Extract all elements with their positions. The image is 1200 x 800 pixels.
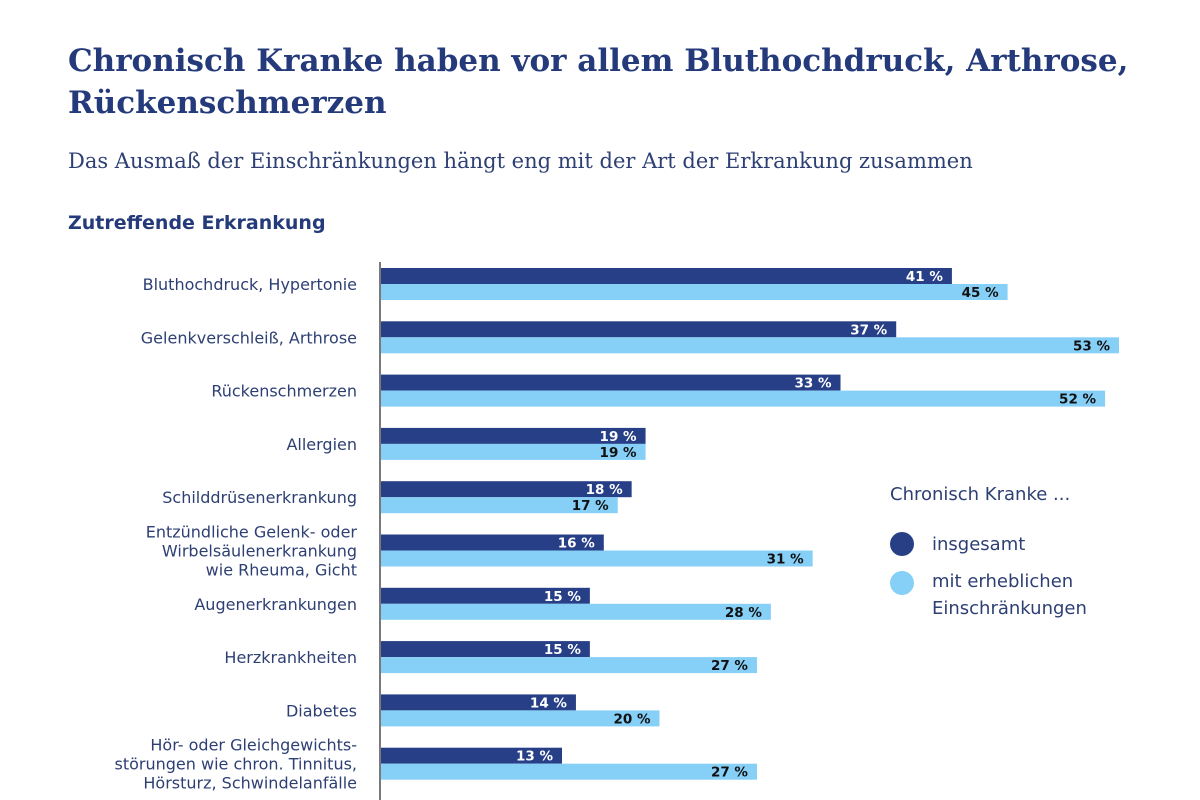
- bar-erheblich: [381, 284, 1008, 300]
- bar-insgesamt: [381, 321, 897, 338]
- category-label: Herzkrankheiten: [224, 648, 357, 667]
- category-label: Rückenschmerzen: [211, 382, 357, 401]
- bar-erheblich: [381, 337, 1119, 354]
- data-label-insgesamt: 13 %: [516, 749, 553, 765]
- data-label-insgesamt: 41 %: [906, 269, 943, 285]
- data-label-erheblich: 45 %: [962, 285, 999, 301]
- category-label: wie Rheuma, Gicht: [206, 561, 357, 580]
- category-axis-label: Zutreffende Erkrankung: [68, 212, 326, 234]
- category-label: Entzündliche Gelenk- oder: [146, 523, 358, 542]
- bar-erheblich: [381, 763, 757, 780]
- category-label: Bluthochdruck, Hypertonie: [143, 275, 357, 294]
- bar-insgesamt: [381, 641, 590, 658]
- category-label: Gelenkverschleiß, Arthrose: [141, 328, 357, 347]
- category-label: Wirbelsäulenerkrankung: [162, 542, 357, 561]
- legend-title: Chronisch Kranke ...: [890, 484, 1071, 505]
- legend-label-insgesamt: insgesamt: [932, 534, 1026, 555]
- bar-erheblich: [381, 710, 660, 727]
- category-label: Allergien: [286, 435, 357, 454]
- bar-erheblich: [381, 603, 771, 620]
- data-label-insgesamt: 15 %: [544, 589, 581, 605]
- category-label: Augenerkrankungen: [194, 595, 357, 614]
- bar-erheblich: [381, 443, 646, 460]
- data-label-erheblich: 19 %: [600, 445, 637, 461]
- bar-insgesamt: [381, 374, 841, 391]
- category-label: Diabetes: [286, 701, 357, 720]
- bar-insgesamt: [381, 587, 590, 604]
- bar-insgesamt: [381, 268, 952, 284]
- data-label-insgesamt: 19 %: [600, 429, 637, 445]
- data-label-erheblich: 31 %: [767, 552, 804, 568]
- data-label-insgesamt: 37 %: [850, 322, 887, 338]
- data-label-erheblich: 27 %: [711, 765, 748, 781]
- chart-subtitle: Das Ausmaß der Einschränkungen hängt eng…: [68, 149, 973, 173]
- legend-swatch-light: [890, 571, 914, 595]
- bar-erheblich: [381, 550, 813, 567]
- data-label-insgesamt: 18 %: [586, 482, 623, 498]
- bar-erheblich: [381, 657, 757, 674]
- data-label-erheblich: 52 %: [1059, 392, 1096, 408]
- data-label-insgesamt: 15 %: [544, 642, 581, 658]
- data-label-insgesamt: 14 %: [530, 695, 567, 711]
- data-label-erheblich: 53 %: [1073, 338, 1110, 354]
- bar-insgesamt: [381, 694, 576, 711]
- bar-erheblich: [381, 497, 618, 514]
- category-label: Hör- oder Gleichgewichts-: [150, 736, 357, 755]
- bar-insgesamt: [381, 747, 563, 764]
- legend-swatch-dark: [890, 532, 914, 556]
- data-label-erheblich: 28 %: [725, 605, 762, 621]
- category-label: Hörsturz, Schwindelanfälle: [143, 774, 357, 793]
- category-label: Schilddrüsenerkrankung: [162, 488, 357, 507]
- data-label-erheblich: 27 %: [711, 658, 748, 674]
- data-label-insgesamt: 33 %: [794, 376, 831, 392]
- bar-insgesamt: [381, 427, 646, 444]
- bar-erheblich: [381, 390, 1106, 407]
- data-label-erheblich: 17 %: [572, 498, 609, 514]
- data-label-erheblich: 20 %: [613, 711, 650, 727]
- data-label-insgesamt: 16 %: [558, 536, 595, 552]
- bar-insgesamt: [381, 534, 604, 551]
- chart-title: Chronisch Kranke haben vor allem Bluthoc…: [68, 43, 1129, 121]
- category-label: störungen wie chron. Tinnitus,: [115, 755, 358, 774]
- legend-label-erheblich: mit erheblichen Einschränkungen: [932, 571, 1087, 619]
- bar-insgesamt: [381, 481, 632, 498]
